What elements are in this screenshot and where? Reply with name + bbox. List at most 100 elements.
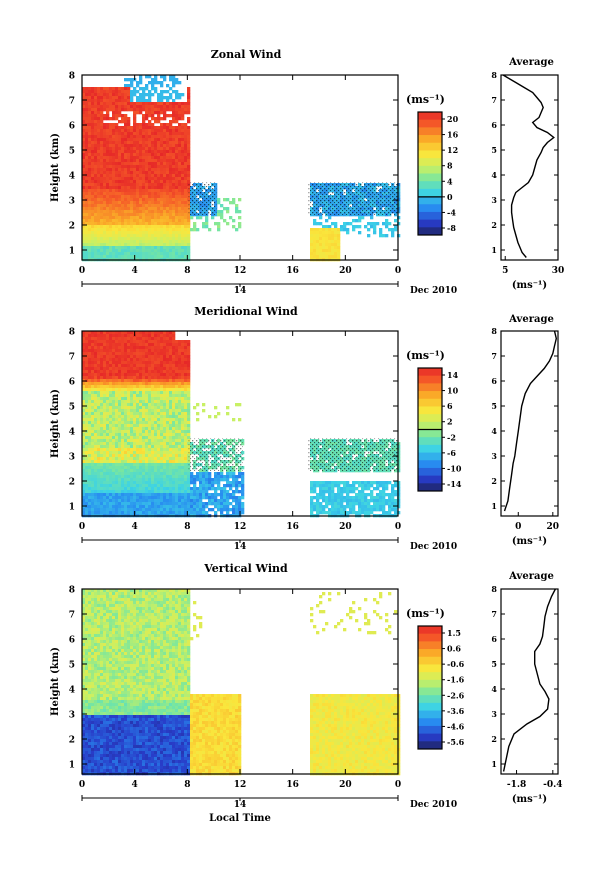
x-tick-label: 4 [132,780,138,790]
colorbar-tick-label: 2 [447,417,453,427]
colorbar-swatch [418,468,442,476]
profile-y-tick-label: 6 [491,634,497,644]
colorbar-tick-label: 16 [447,130,459,140]
x-tick-label: 4 [132,266,138,276]
colorbar-tick-label: 6 [447,401,453,411]
x-tick-label: 8 [184,780,190,790]
profile-y-tick-label: 8 [491,326,497,336]
panel-title: Vertical Wind [203,562,288,575]
profile-y-tick-label: 1 [491,501,497,511]
profile-x-tick-label: 5 [502,266,508,276]
x-tick-label: 0 [395,780,401,790]
y-tick-label: 2 [69,736,75,746]
colorbar-swatch [418,135,442,143]
x-tick-label: 0 [79,266,85,276]
colorbar-unit: (ms⁻¹) [406,607,445,620]
x-tick-label: 12 [234,522,247,532]
colorbar-swatch [418,414,442,422]
profile-y-tick-label: 6 [491,376,497,386]
y-tick-label: 5 [69,403,75,413]
x-tick-label: 8 [184,522,190,532]
colorbar-tick-label: -4 [447,207,456,217]
colorbar-swatch [418,127,442,135]
colorbar-swatch [418,376,442,384]
colorbar-swatch [418,664,442,672]
colorbar-tick-label: 12 [447,145,458,155]
x-tick-label: 4 [132,522,138,532]
colorbar-tick-label: 0.6 [447,644,461,654]
profile-frame [501,75,558,260]
profile-x-label: (ms⁻¹) [512,280,547,291]
contour-hatching [308,439,398,472]
y-tick-label: 7 [69,611,75,621]
y-tick-label: 8 [69,72,75,82]
y-tick-label: 1 [69,247,75,257]
y-tick-label: 1 [69,503,75,513]
y-axis-label: Height (km) [50,389,61,458]
profile-x-tick-label: 20 [547,522,560,532]
colorbar-tick-label: -6 [447,448,456,458]
profile-y-tick-label: 3 [491,709,497,719]
colorbar-swatch [418,634,442,642]
colorbar-swatch [418,383,442,391]
profile-y-tick-label: 3 [491,195,497,205]
profile-title: Average [508,314,554,325]
colorbar: 1.50.6-0.6-1.6-2.6-3.6-4.6-5.6 [418,626,465,749]
y-tick-label: 6 [69,378,75,388]
colorbar-swatch [418,657,442,665]
y-tick-label: 7 [69,97,75,107]
colorbar-swatch [418,672,442,680]
y-tick-label: 6 [69,122,75,132]
profile-y-tick-label: 8 [491,584,497,594]
colorbar-tick-label: 20 [447,114,459,124]
profile-y-tick-label: 2 [491,734,497,744]
profile-x-label: (ms⁻¹) [512,794,547,805]
colorbar-swatch [418,227,442,235]
profile-y-tick-label: 4 [491,170,497,180]
y-tick-label: 6 [69,636,75,646]
colorbar-tick-label: -5.6 [447,737,465,747]
date-label: Dec 2010 [410,286,457,296]
x-axis-label: Local Time [209,813,271,824]
colorbar-tick-label: 14 [447,370,459,380]
date-label: Dec 2010 [410,800,457,810]
heatmap-field [82,589,400,775]
colorbar-swatch [418,726,442,734]
y-tick-label: 2 [69,222,75,232]
colorbar-tick-label: -2.6 [447,690,465,700]
colorbar-swatch [418,166,442,174]
colorbar-swatch [418,150,442,158]
x-tick-label: 0 [79,522,85,532]
heatmap-field [82,75,400,261]
colorbar-swatch [418,476,442,484]
y-tick-label: 1 [69,761,75,771]
x-tick-label: 12 [234,266,247,276]
colorbar-tick-label: -14 [447,479,462,489]
colorbar-swatch [418,406,442,414]
profile-y-tick-label: 5 [491,659,497,669]
x-tick-label: 0 [395,266,401,276]
contour-hatching [189,183,217,216]
y-tick-label: 4 [69,686,75,696]
colorbar-swatch [418,483,442,491]
x-tick-label: 16 [286,266,299,276]
profile-y-tick-label: 5 [491,145,497,155]
colorbar-tick-label: 10 [447,386,459,396]
x-tick-label: 20 [339,780,352,790]
colorbar-tick-label: -2 [447,432,456,442]
heatmap-field [82,331,400,517]
colorbar-swatch [418,734,442,742]
colorbar-unit: (ms⁻¹) [406,93,445,106]
date-marker: 14 [234,286,247,296]
y-axis-label: Height (km) [50,133,61,202]
profile-y-tick-label: 4 [491,684,497,694]
colorbar-swatch [418,399,442,407]
y-tick-label: 8 [69,586,75,596]
x-tick-label: 20 [339,522,352,532]
panel-title: Zonal Wind [211,48,282,61]
x-tick-label: 12 [234,780,247,790]
profile-line [504,589,556,772]
